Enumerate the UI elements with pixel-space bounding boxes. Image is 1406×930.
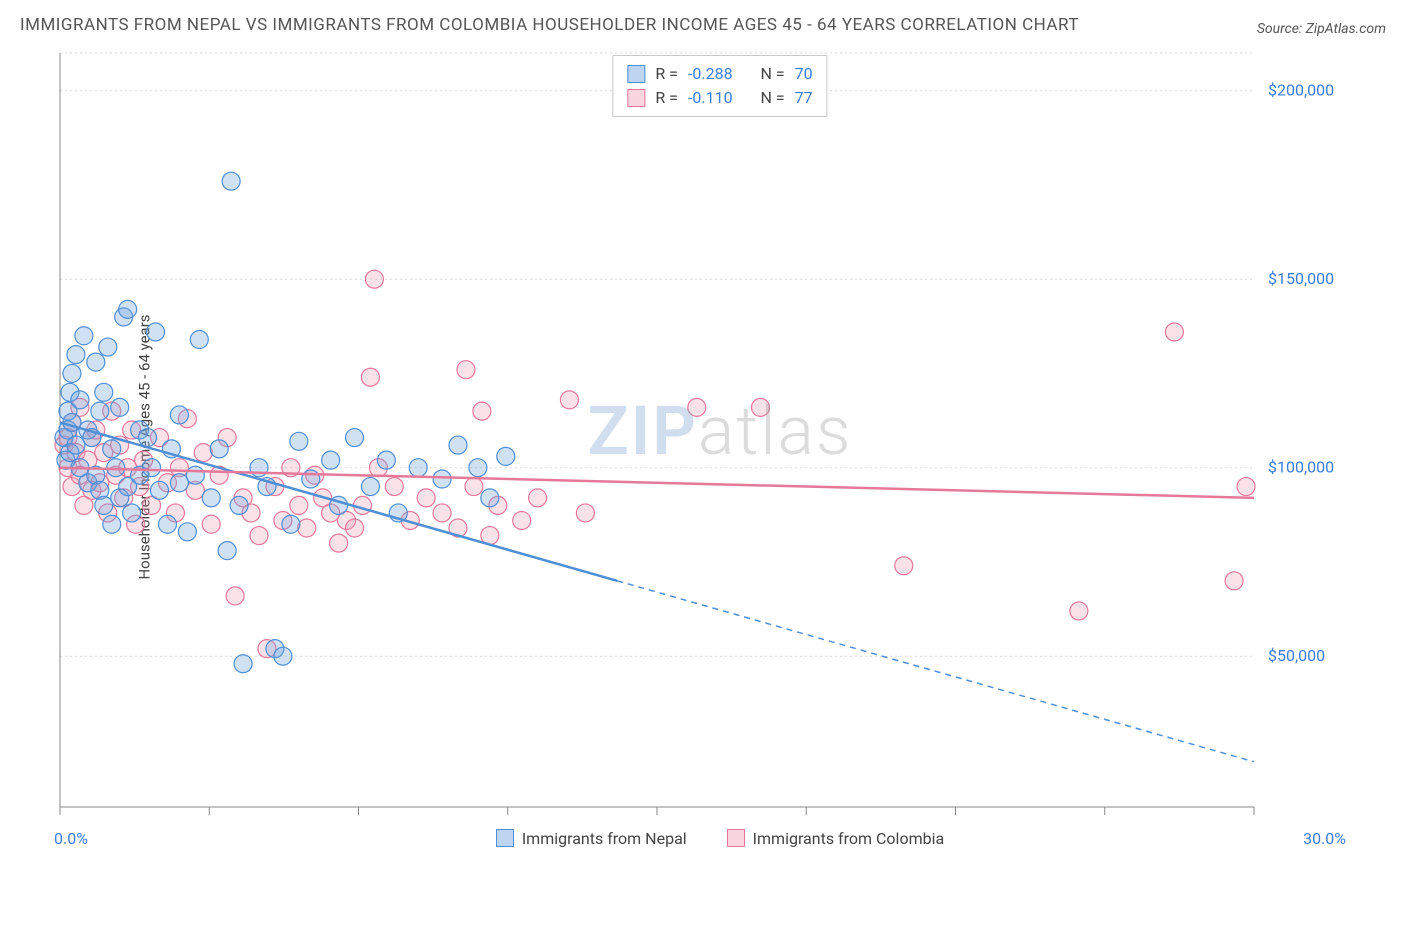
- n-label: N =: [761, 62, 785, 86]
- x-max-label: 30.0%: [1303, 829, 1346, 848]
- swatch-nepal: [627, 65, 645, 83]
- r-label: R =: [655, 62, 678, 86]
- scatter-plot: $50,000 $100,000 $150,000 $200,000: [54, 47, 1354, 827]
- swatch-colombia: [727, 829, 745, 847]
- series-name-nepal: Immigrants from Nepal: [522, 829, 687, 848]
- legend-item-colombia: Immigrants from Colombia: [727, 829, 945, 848]
- x-min-label: 0.0%: [54, 829, 88, 848]
- r-value-colombia: -0.110: [688, 86, 733, 110]
- svg-text:$50,000: $50,000: [1268, 646, 1325, 665]
- n-label: N =: [761, 86, 785, 110]
- r-label: R =: [655, 86, 678, 110]
- legend-row-nepal: R = -0.288 N = 70: [627, 62, 812, 86]
- series-name-colombia: Immigrants from Colombia: [753, 829, 945, 848]
- swatch-colombia: [627, 89, 645, 107]
- svg-text:$150,000: $150,000: [1268, 269, 1334, 288]
- chart-title: IMMIGRANTS FROM NEPAL VS IMMIGRANTS FROM…: [20, 10, 1079, 41]
- chart-container: Householder Income Ages 45 - 64 years $5…: [20, 47, 1386, 848]
- n-value-colombia: 77: [795, 86, 813, 110]
- legend-item-nepal: Immigrants from Nepal: [496, 829, 687, 848]
- r-value-nepal: -0.288: [688, 62, 733, 86]
- chart-header: IMMIGRANTS FROM NEPAL VS IMMIGRANTS FROM…: [20, 10, 1386, 41]
- svg-text:$100,000: $100,000: [1268, 457, 1334, 476]
- svg-text:$200,000: $200,000: [1268, 80, 1334, 99]
- stats-legend: R = -0.288 N = 70 R = -0.110 N = 77: [612, 55, 827, 117]
- legend-row-colombia: R = -0.110 N = 77: [627, 86, 812, 110]
- source-label: Source: ZipAtlas.com: [1257, 21, 1386, 41]
- plot-frame: $50,000 $100,000 $150,000 $200,000 R = -0.2…: [54, 47, 1386, 848]
- n-value-nepal: 70: [795, 62, 813, 86]
- bottom-legend: 0.0% Immigrants from Nepal Immigrants fr…: [54, 829, 1386, 848]
- swatch-nepal: [496, 829, 514, 847]
